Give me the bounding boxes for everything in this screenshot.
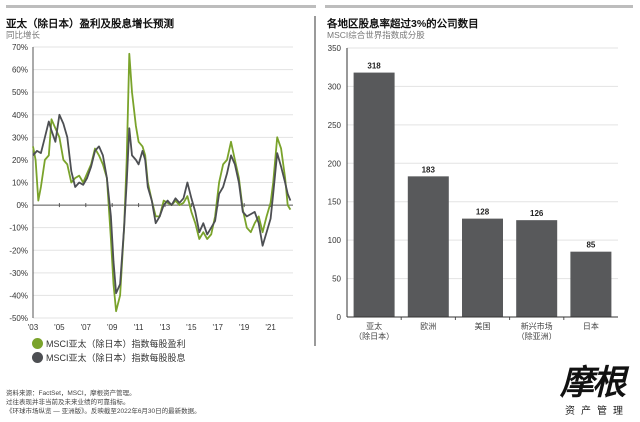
panel-divider: [314, 16, 316, 346]
x-tick-label: '15: [186, 323, 197, 332]
left-top-rule: [6, 5, 316, 8]
x-tick-label: '09: [107, 323, 118, 332]
bar: [353, 72, 395, 317]
y-tick-label: 200: [328, 159, 342, 168]
bar-value-label: 85: [586, 241, 595, 250]
x-category-label: 欧洲: [420, 321, 436, 331]
x-tick-label: '05: [54, 323, 65, 332]
x-tick-label: '13: [160, 323, 171, 332]
y-tick-label: 0: [337, 313, 342, 322]
left-chart-subtitle: 同比增长: [6, 30, 41, 40]
y-tick-label: 10%: [12, 179, 28, 188]
x-tick-label: '21: [265, 323, 276, 332]
y-tick-label: 250: [328, 121, 342, 130]
x-category-label: 美国: [475, 321, 491, 331]
legend-label-earnings: MSCI亚太（除日本）指数每股盈利: [46, 339, 186, 349]
right-chart-subtitle: MSCI综合世界指数成分股: [327, 30, 425, 40]
legend-swatch-earnings: [32, 338, 43, 349]
y-tick-label: 50: [332, 275, 341, 284]
left-chart-title: 亚太（除日本）盈利及股息增长预测: [6, 18, 174, 30]
x-category-label-line2: （除日本）: [354, 331, 394, 341]
y-tick-label: -10%: [9, 224, 28, 233]
bar: [407, 176, 449, 317]
x-tick-label: '11: [134, 323, 144, 332]
y-tick-label: 50%: [12, 88, 28, 97]
x-category-label: 亚太: [366, 321, 382, 331]
right-chart-title: 各地区股息率超过3%的公司数目: [327, 18, 479, 30]
bar-value-label: 128: [476, 208, 490, 217]
x-tick-label: '19: [239, 323, 250, 332]
footnote-disclaimer: 过往表现并非当前及未来业绩的可靠指标。: [6, 399, 130, 406]
bar-value-label: 183: [422, 165, 436, 174]
footnote-date: 《环球市场纵览 — 亚洲版》。反映截至2022年6月30日的最新数据。: [6, 408, 201, 415]
bar: [516, 220, 558, 317]
y-tick-label: -40%: [9, 291, 28, 300]
x-category-label: 新兴市场: [521, 321, 553, 331]
x-tick-label: '07: [81, 323, 92, 332]
legend-label-dividends: MSCI亚太（除日本）指数每股股息: [46, 353, 186, 363]
bar-value-label: 318: [367, 62, 381, 71]
y-tick-label: 150: [328, 198, 342, 207]
bar: [570, 251, 612, 317]
y-tick-label: -30%: [9, 269, 28, 278]
y-tick-label: 100: [328, 236, 342, 245]
y-tick-label: 0%: [16, 201, 28, 210]
series-line-dividends: [32, 113, 292, 295]
y-tick-label: 70%: [12, 43, 28, 52]
right-top-rule: [325, 5, 633, 8]
y-tick-label: 300: [328, 82, 342, 91]
legend-swatch-dividends: [32, 352, 43, 363]
y-tick-label: -20%: [9, 246, 28, 255]
brand-logo: 摩根: [560, 363, 626, 403]
x-category-label-line2: （除亚洲）: [517, 331, 557, 341]
y-tick-label: -50%: [9, 314, 28, 323]
footnote-source: 资料来源：FactSet，MSCI，摩根资产管理。: [6, 390, 136, 397]
legend-item-earnings: MSCI亚太（除日本）指数每股盈利: [32, 337, 186, 350]
y-tick-label: 350: [328, 44, 342, 53]
x-category-label: 日本: [583, 321, 599, 331]
x-tick-label: '17: [213, 323, 224, 332]
y-tick-label: 30%: [12, 133, 28, 142]
bar: [462, 218, 503, 317]
y-tick-label: 60%: [12, 66, 28, 75]
y-tick-label: 20%: [12, 156, 28, 165]
y-tick-label: 40%: [12, 111, 28, 120]
bar-value-label: 126: [530, 209, 544, 218]
brand-logo-subtitle: 资产管理: [565, 406, 629, 417]
legend-item-dividends: MSCI亚太（除日本）指数每股股息: [32, 351, 186, 364]
x-tick-label: '03: [28, 323, 39, 332]
